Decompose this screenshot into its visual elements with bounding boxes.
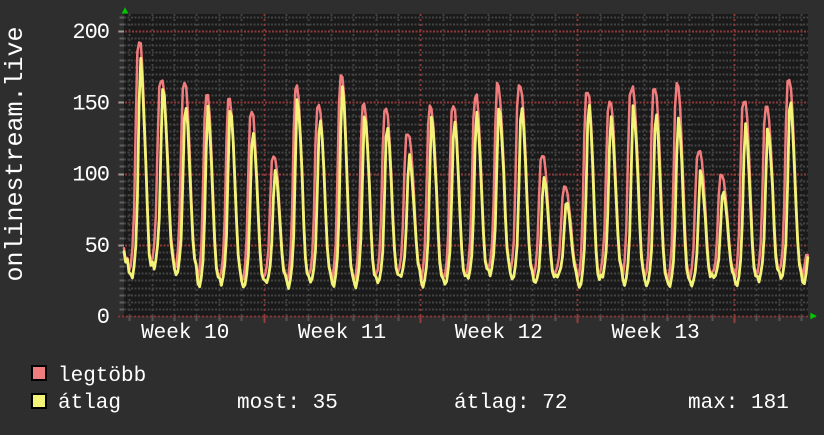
svg-text:átlag: átlag	[58, 392, 121, 415]
svg-text:Week 10: Week 10	[141, 322, 229, 345]
svg-text:0: 0	[97, 305, 109, 330]
svg-text:max: 181: max: 181	[688, 392, 789, 415]
svg-text:Week 13: Week 13	[611, 322, 699, 345]
svg-text:Week 12: Week 12	[455, 322, 543, 345]
svg-text:onlinestream.live: onlinestream.live	[1, 26, 30, 281]
svg-text:100: 100	[72, 163, 109, 188]
svg-text:200: 200	[72, 20, 109, 45]
svg-text:50: 50	[85, 234, 109, 259]
svg-text:legtöbb: legtöbb	[58, 365, 146, 388]
svg-text:150: 150	[72, 91, 109, 116]
svg-text:átlag: 72: átlag: 72	[454, 392, 567, 415]
svg-text:most: 35: most: 35	[237, 392, 338, 415]
svg-text:Week 11: Week 11	[298, 322, 386, 345]
